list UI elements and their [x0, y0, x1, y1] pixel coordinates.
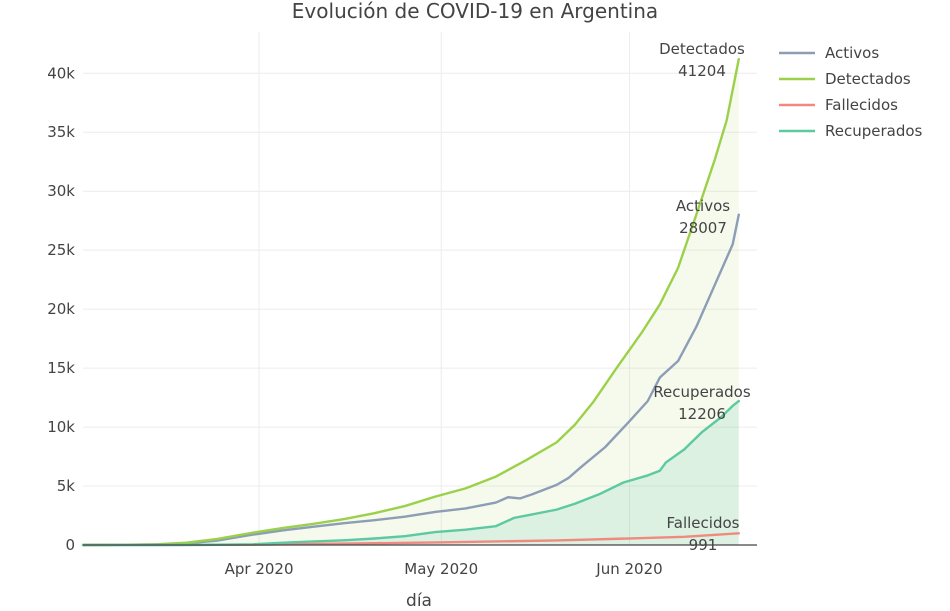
- end-label-name-fallecidos: Fallecidos: [667, 514, 740, 532]
- end-label-name-recuperados: Recuperados: [653, 383, 751, 401]
- x-tick-label: May 2020: [404, 560, 478, 578]
- legend-label: Recuperados: [825, 122, 923, 140]
- fill-layer: [83, 59, 739, 545]
- end-label-name-activos: Activos: [676, 197, 730, 215]
- y-tick-label: 20k: [47, 300, 75, 318]
- end-label-value-recuperados: 12206: [678, 405, 726, 423]
- area-fill-recuperados: [83, 401, 739, 545]
- y-tick-label: 25k: [47, 241, 75, 259]
- chart-title: Evolución de COVID-19 en Argentina: [292, 0, 658, 23]
- y-tick-label: 35k: [47, 123, 75, 141]
- series-line-recuperados[interactable]: [81, 399, 740, 547]
- legend-label: Fallecidos: [825, 96, 898, 114]
- y-tick-label: 5k: [57, 477, 76, 495]
- legend-label: Detectados: [825, 70, 911, 88]
- end-label-layer: Activos 28007 Detectados 41204 Fallecidos 991…: [653, 40, 751, 554]
- end-label-name-detectados: Detectados: [659, 40, 745, 58]
- legend-label: Activos: [825, 44, 879, 62]
- y-tick-label: 0: [65, 536, 75, 554]
- series-line-activos[interactable]: [81, 213, 740, 547]
- legend-item-activos[interactable]: Activos: [779, 44, 879, 62]
- x-tick-label: Apr 2020: [225, 560, 294, 578]
- area-fill-detectados: [83, 59, 739, 545]
- x-axis-title: día: [406, 591, 432, 611]
- end-label-value-fallecidos: 991: [689, 536, 718, 554]
- end-label-value-activos: 28007: [679, 219, 727, 237]
- x-tick-label: Jun 2020: [595, 560, 662, 578]
- legend-item-recuperados[interactable]: Recuperados: [779, 122, 923, 140]
- y-tick-label: 15k: [47, 359, 75, 377]
- end-label-value-detectados: 41204: [678, 62, 726, 80]
- legend-item-detectados[interactable]: Detectados: [779, 70, 911, 88]
- legend[interactable]: Activos Detectados Fallecidos Recuperados: [779, 44, 923, 140]
- series-line-detectados[interactable]: [81, 57, 740, 547]
- grid-layer: [83, 32, 757, 545]
- y-tick-label: 40k: [47, 64, 75, 82]
- y-tick-label: 10k: [47, 418, 75, 436]
- legend-item-fallecidos[interactable]: Fallecidos: [779, 96, 898, 114]
- axis-layer: 0 5k 10k 15k 20k 25k 30k 35k 40k Apr 2020 May 2020…: [47, 64, 757, 578]
- y-tick-label: 30k: [47, 182, 75, 200]
